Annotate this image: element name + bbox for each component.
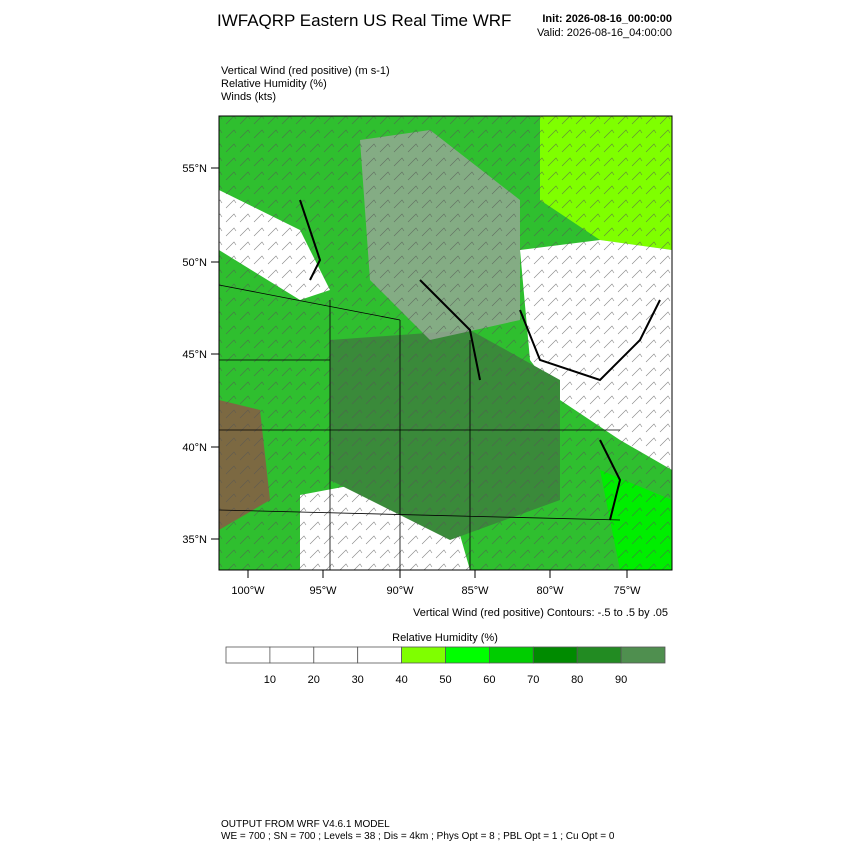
colorbar-tick-label: 80 [571,674,583,686]
lon-label: 85°W [461,585,489,597]
contour-note: Vertical Wind (red positive) Contours: -… [413,607,668,619]
lon-label: 75°W [613,585,641,597]
lat-label: 45°N [182,349,207,361]
colorbar-tick-label: 30 [352,674,364,686]
colorbar-tick-label: 20 [308,674,320,686]
lon-label: 95°W [309,585,337,597]
field-label: Vertical Wind (red positive) (m s-1) [221,65,390,77]
colorbar-box [488,646,534,664]
footer-line: WE = 700 ; SN = 700 ; Levels = 38 ; Dis … [221,831,615,842]
lat-label: 50°N [182,257,207,269]
lon-label: 80°W [536,585,564,597]
map-frame [218,115,673,571]
footer-line: OUTPUT FROM WRF V4.6.1 MODEL [221,819,390,830]
title: IWFAQRP Eastern US Real Time WRF [217,11,511,30]
colorbar-tick-label: 50 [439,674,451,686]
lat-label: 55°N [182,163,207,175]
colorbar-box [313,646,359,664]
lon-label: 100°W [231,585,265,597]
lon-label: 90°W [386,585,414,597]
valid-time: Valid: 2026-08-16_04:00:00 [537,27,672,39]
init-time: Init: 2026-08-16_00:00:00 [542,13,672,25]
colorbar-box [269,646,315,664]
colorbar-box [532,646,578,664]
colorbar-box [620,646,666,664]
lat-label: 35°N [182,534,207,546]
colorbar-box [445,646,490,664]
colorbar-box [576,646,622,664]
map [219,116,672,570]
colorbar-title: Relative Humidity (%) [392,632,498,644]
colorbar-tick-label: 60 [483,674,495,686]
field-label: Winds (kts) [221,91,276,103]
colorbar-tick-label: 90 [615,674,627,686]
lat-label: 40°N [182,442,207,454]
colorbar-tick-label: 70 [527,674,539,686]
colorbar-tick-label: 10 [264,674,276,686]
field-label: Relative Humidity (%) [221,78,327,90]
colorbar-box [225,646,271,664]
colorbar-box [357,646,403,664]
colorbar-tick-label: 40 [395,674,407,686]
colorbar-box [401,646,446,664]
